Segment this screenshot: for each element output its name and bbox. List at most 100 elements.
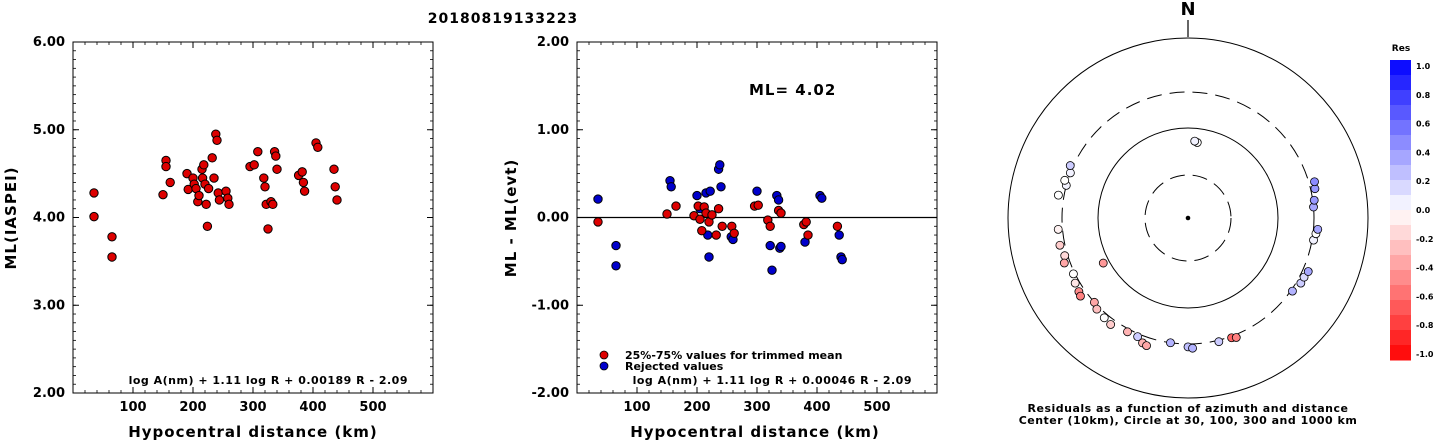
- rejected-point: [704, 252, 714, 262]
- rejected-point: [765, 240, 775, 251]
- rejected-point: [715, 160, 725, 170]
- x-tick-label: 400: [299, 400, 326, 415]
- station-markers: [1053, 136, 1323, 353]
- station-marker: [1053, 190, 1063, 200]
- rejected-point: [705, 186, 715, 196]
- y-tick-label: 4.00: [33, 211, 65, 226]
- data-point: [268, 199, 278, 210]
- colorbar-swatch: [1390, 345, 1411, 361]
- x-tick-label: 100: [119, 400, 146, 415]
- data-point: [313, 142, 323, 153]
- x-tick-label: 300: [743, 400, 770, 415]
- station-marker: [1065, 161, 1075, 170]
- data-point: [711, 230, 721, 240]
- data-point: [298, 177, 309, 188]
- data-points: [593, 160, 847, 275]
- station-marker: [1190, 136, 1200, 146]
- ring-100km: [1097, 127, 1279, 309]
- data-point: [272, 164, 282, 174]
- data-point: [803, 230, 813, 240]
- station-marker: [1106, 320, 1116, 329]
- rejected-point: [593, 194, 603, 204]
- x-tick-label: 500: [863, 400, 890, 415]
- colorbar-tick-label: 0.2: [1416, 177, 1430, 186]
- colorbar-swatch: [1390, 150, 1411, 166]
- data-point: [263, 224, 273, 234]
- y-axis-label: ML(IASPEI): [2, 166, 20, 269]
- colorbar-tick-label: -0.2: [1416, 235, 1434, 244]
- data-point: [214, 195, 225, 205]
- station-marker: [1060, 251, 1070, 261]
- colorbar-swatch: [1390, 165, 1411, 181]
- y-tick-label: -2.00: [532, 386, 569, 401]
- data-point: [224, 199, 234, 210]
- data-point: [695, 214, 705, 224]
- y-axis-ticks: 2.00 3.00 4.00 5.00 6.00: [33, 35, 433, 401]
- data-point: [158, 189, 168, 200]
- data-point: [776, 208, 786, 218]
- data-point: [713, 204, 724, 214]
- data-point: [194, 190, 204, 201]
- data-point: [765, 221, 775, 231]
- station-marker: [1288, 286, 1297, 296]
- y-tick-label: -1.00: [532, 298, 569, 313]
- colorbar-tick-label: -1.0: [1416, 350, 1434, 359]
- data-point: [332, 195, 342, 205]
- data-point: [201, 199, 211, 210]
- station-marker: [1065, 168, 1075, 178]
- data-point: [297, 167, 307, 177]
- station-marker: [1142, 341, 1151, 351]
- station-marker: [1133, 332, 1143, 342]
- station-marker: [1059, 258, 1069, 268]
- data-point: [107, 232, 117, 242]
- y-tick-label: 5.00: [33, 123, 65, 138]
- legend-label-accepted: 25%-75% values for trimmed mean: [625, 349, 842, 362]
- rejected-point: [692, 190, 702, 201]
- x-tick-label: 100: [623, 400, 650, 415]
- data-point: [207, 153, 217, 163]
- x-axis-label: Hypocentral distance (km): [630, 423, 880, 441]
- station-marker: [1214, 337, 1224, 347]
- plot-frame: [72, 41, 434, 394]
- data-point: [203, 183, 214, 194]
- colorbar-swatch: [1390, 255, 1411, 271]
- colorbar-tick-label: -0.8: [1416, 321, 1434, 330]
- colorbar-swatch: [1390, 60, 1411, 76]
- data-point: [729, 228, 739, 238]
- rejected-point: [611, 261, 621, 271]
- data-point: [593, 217, 603, 227]
- legend-marker-rejected: [599, 361, 609, 371]
- y-axis-ticks: -2.00 -1.00 0.00 1.00 2.00: [532, 35, 937, 401]
- station-marker: [1309, 195, 1319, 205]
- data-point: [271, 151, 281, 161]
- colorbar-swatch: [1390, 315, 1411, 331]
- rejected-point: [611, 240, 621, 251]
- epicenter-dot: [1185, 215, 1191, 221]
- x-axis-label: Hypocentral distance (km): [128, 423, 378, 441]
- colorbar-tick-label: 0.0: [1416, 206, 1431, 215]
- data-point: [832, 221, 843, 231]
- data-point: [212, 135, 222, 145]
- caption-line-1: Residuals as a function of azimuth and d…: [1028, 402, 1349, 415]
- data-point: [260, 182, 270, 192]
- residual-colorbar: Res 1.0 0.8 0.6 0.4 0.2 0.0 -0.2 -0.4 -0.6 -0.8 -1…: [1390, 44, 1434, 361]
- station-marker: [1123, 327, 1132, 337]
- colorbar-tick-label: 0.4: [1416, 148, 1431, 157]
- ring-1000km: [1007, 37, 1369, 399]
- colorbar-tick-label: 0.6: [1416, 120, 1431, 129]
- y-tick-label: 2.00: [33, 386, 65, 401]
- rejected-point: [837, 254, 847, 265]
- data-point: [753, 200, 763, 210]
- rejected-point: [666, 182, 676, 192]
- data-points: [89, 129, 342, 262]
- station-marker: [1166, 338, 1175, 348]
- formula-annotation: log A(nm) + 1.11 log R + 0.00046 R - 2.0…: [633, 374, 912, 387]
- y-tick-label: 0.00: [537, 211, 569, 226]
- ring-30km: [1144, 174, 1232, 262]
- rejected-point: [752, 186, 762, 196]
- data-point: [165, 177, 175, 188]
- colorbar-tick-label: 1.0: [1416, 62, 1431, 71]
- station-marker: [1076, 291, 1085, 301]
- data-point: [697, 225, 707, 236]
- colorbar-swatch: [1390, 225, 1411, 241]
